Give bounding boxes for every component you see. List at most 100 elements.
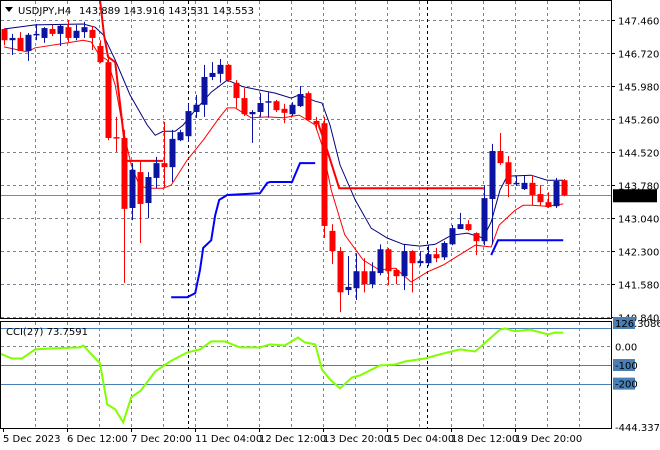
- cci-level-badge: [613, 359, 635, 372]
- candle: [25, 33, 32, 61]
- candle-body: [521, 182, 528, 190]
- price-tick-label: 145.980: [618, 83, 659, 94]
- candle-body: [249, 111, 256, 115]
- candle-body: [537, 194, 544, 203]
- candle: [113, 116, 120, 152]
- time-label: 13 Dec 20:00: [323, 434, 390, 445]
- candle: [385, 247, 392, 286]
- candle-body: [361, 271, 368, 285]
- price-tick-label: 147.460: [618, 17, 659, 28]
- candle-body: [49, 28, 56, 34]
- price-tick-label: 143.780: [618, 182, 659, 193]
- candle: [561, 178, 568, 197]
- cci-axis-label: -200: [615, 380, 638, 391]
- slow-ma-line: [3, 39, 564, 283]
- candle-body: [81, 27, 88, 33]
- candle: [433, 247, 440, 263]
- candle-body: [281, 108, 288, 113]
- price-tick-label: 144.520: [618, 149, 659, 160]
- candle-body: [25, 34, 32, 51]
- candle: [1, 28, 8, 46]
- candle: [545, 192, 552, 208]
- price-tick-label: 141.580: [618, 281, 659, 292]
- candle: [73, 24, 80, 41]
- indicator-lines: [3, 0, 564, 299]
- candle-body: [313, 120, 320, 125]
- candle: [105, 54, 112, 141]
- candle: [201, 64, 208, 117]
- candle-body: [401, 251, 408, 277]
- axes: 147.460 146.720 145.980 145.260 144.520 143.7…: [3, 17, 660, 445]
- candle: [217, 59, 224, 83]
- symbol-label: USDJPY,H4: [18, 6, 71, 17]
- candle-body: [169, 138, 176, 168]
- main-panel-border: [0, 0, 612, 319]
- candle: [305, 91, 312, 121]
- candle-body: [73, 30, 80, 38]
- candle: [473, 232, 480, 256]
- time-label: 11 Dec 04:00: [195, 434, 262, 445]
- candle-body: [1, 28, 8, 41]
- candle-body: [177, 132, 184, 141]
- candle-body: [9, 37, 16, 41]
- candle-body: [377, 249, 384, 274]
- candle-body: [545, 202, 552, 208]
- candle: [289, 102, 296, 117]
- candle-body: [217, 64, 224, 74]
- candle: [249, 110, 256, 143]
- candle: [369, 262, 376, 289]
- time-label: 5 Dec 2023: [3, 434, 61, 445]
- candle: [553, 177, 560, 208]
- candle-body: [17, 37, 24, 51]
- candle: [257, 93, 264, 117]
- candle-body: [129, 169, 136, 208]
- candle: [513, 176, 520, 186]
- candle-body: [433, 254, 440, 259]
- candle-body: [489, 151, 496, 200]
- candle-body: [473, 233, 480, 242]
- red-step-line: [317, 122, 484, 190]
- triangle-down-icon[interactable]: [5, 7, 13, 12]
- candle-body: [345, 286, 352, 291]
- cci-panel: [0, 327, 611, 425]
- time-label: 12 Dec 12:00: [259, 434, 326, 445]
- candle-body: [273, 101, 280, 111]
- candle: [33, 24, 40, 41]
- price-tick-label: 145.260: [618, 116, 659, 127]
- candle-body: [425, 254, 432, 264]
- candle: [353, 253, 360, 300]
- candle-body: [297, 94, 304, 107]
- candle: [17, 32, 24, 51]
- candle-body: [265, 101, 272, 103]
- candle: [441, 241, 448, 261]
- candle: [153, 156, 160, 189]
- candle-body: [553, 181, 560, 207]
- candle-body: [137, 172, 144, 204]
- cci-level-badge: [613, 317, 635, 329]
- candle: [465, 220, 472, 231]
- time-label: 19 Dec 20:00: [515, 434, 582, 445]
- candle: [297, 85, 304, 108]
- candle: [233, 80, 240, 108]
- candle: [225, 63, 232, 82]
- candle-body: [113, 137, 120, 139]
- candle: [161, 121, 168, 189]
- candle-body: [153, 163, 160, 178]
- candle: [81, 21, 88, 38]
- candle: [417, 251, 424, 267]
- candle-body: [321, 123, 328, 226]
- candle-body: [449, 228, 456, 245]
- candle: [89, 25, 96, 51]
- candle-body: [353, 271, 360, 289]
- candle-body: [385, 249, 392, 272]
- ohlc-readout: 143.889 143.916 143.531 143.553: [79, 6, 254, 17]
- price-tick-label: 140.840: [618, 314, 659, 325]
- candle: [361, 258, 368, 293]
- time-label: 15 Dec 04:00: [387, 434, 454, 445]
- candle: [425, 245, 432, 267]
- current-price-badge: [613, 189, 657, 203]
- time-label: 6 Dec 12:00: [67, 434, 128, 445]
- candle-body: [393, 269, 400, 277]
- candle: [9, 33, 16, 55]
